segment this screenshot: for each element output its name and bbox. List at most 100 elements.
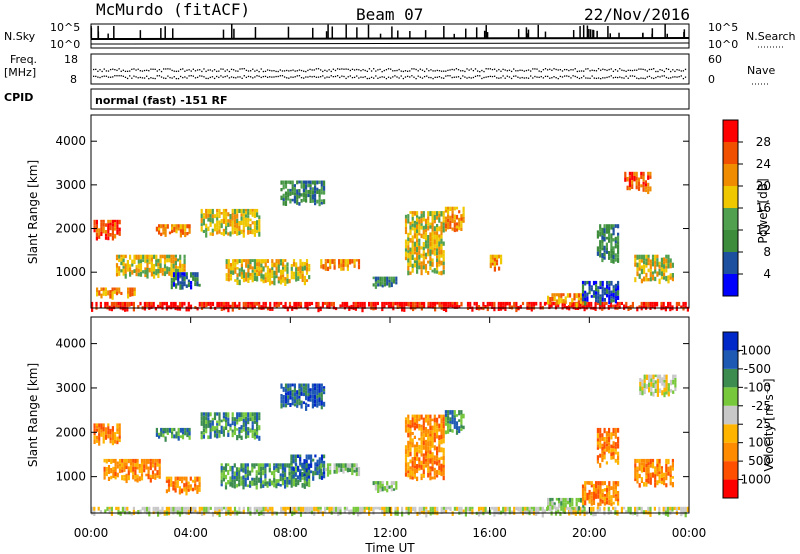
echo-cell <box>493 261 496 267</box>
colorbar-segment <box>723 461 738 480</box>
echo-cell <box>442 219 445 223</box>
echo-cell <box>155 262 158 267</box>
echo-cell <box>645 467 648 473</box>
echo-cell <box>592 511 595 517</box>
echo-cell <box>240 417 243 421</box>
echo-cell <box>247 217 250 223</box>
echo-cell <box>179 224 182 230</box>
echo-cell <box>643 254 646 261</box>
echo-cell <box>649 259 652 264</box>
echo-cell <box>111 219 114 224</box>
echo-cell <box>323 471 326 475</box>
echo-cell <box>183 483 186 488</box>
echo-cell <box>253 415 256 421</box>
nave-dot <box>644 77 646 80</box>
echo-cell <box>442 229 445 233</box>
echo-cell <box>305 271 309 275</box>
echo-cell <box>107 465 111 470</box>
echo-cell <box>222 231 225 237</box>
echo-cell <box>429 458 432 464</box>
echo-cell <box>222 208 225 214</box>
echo-cell <box>187 506 190 510</box>
echo-cell <box>307 193 310 198</box>
echo-cell <box>663 257 666 262</box>
nsky-tick-top: 10^5 <box>50 21 80 34</box>
echo-cell <box>436 267 439 271</box>
echo-cell <box>284 305 287 309</box>
echo-cell <box>442 467 445 472</box>
echo-cell <box>132 306 135 312</box>
echo-cell <box>309 199 312 203</box>
echo-cell <box>163 254 167 260</box>
echo-cell <box>665 379 668 383</box>
echo-cell <box>610 258 613 263</box>
echo-cell <box>617 436 620 440</box>
echo-cell <box>236 228 239 232</box>
freq-dot <box>364 69 366 72</box>
echo-cell <box>330 301 333 307</box>
echo-cell <box>433 239 436 245</box>
echo-cell <box>103 476 106 480</box>
echo-cell <box>597 494 600 499</box>
echo-cell <box>130 301 133 306</box>
echo-region <box>444 410 465 435</box>
freq-dot <box>587 68 589 70</box>
echo-cell <box>160 431 163 437</box>
freq-dot <box>638 68 640 70</box>
echo-cell <box>286 262 289 267</box>
echo-cell <box>107 434 110 439</box>
echo-cell <box>601 293 604 298</box>
echo-cell <box>420 246 423 250</box>
echo-cell <box>227 412 230 418</box>
echo-cell <box>314 193 317 198</box>
echo-cell <box>305 262 309 267</box>
echo-cell <box>318 469 321 474</box>
echo-cell <box>112 466 115 470</box>
echo-cell <box>124 301 127 307</box>
echo-cell <box>438 226 441 232</box>
echo-cell <box>489 254 492 259</box>
echo-cell <box>416 255 419 261</box>
echo-cell <box>404 248 408 252</box>
freq-dot <box>118 68 120 70</box>
echo-cell <box>247 301 250 305</box>
echo-cell <box>614 458 617 463</box>
echo-cell <box>486 301 489 307</box>
echo-cell <box>558 497 561 501</box>
echo-cell <box>288 468 291 472</box>
echo-cell <box>641 382 644 387</box>
nave-dot <box>328 76 330 78</box>
echo-cell <box>436 216 439 220</box>
echo-cell <box>305 395 308 401</box>
echo-cell <box>422 425 425 431</box>
echo-cell <box>173 226 176 233</box>
echo-cell <box>244 211 248 215</box>
echo-cell <box>288 301 292 305</box>
echo-cell <box>251 272 254 279</box>
freq-dot <box>122 69 124 71</box>
echo-cell <box>444 430 447 435</box>
echo-cell <box>299 506 303 512</box>
echo-cell <box>411 268 414 273</box>
time-axis: 00:00 04:00 08:00 12:00 16:00 20:00 00:00 <box>74 317 706 540</box>
freq-dot <box>148 70 150 72</box>
echo-cell <box>372 276 375 280</box>
echo-cell <box>617 427 620 433</box>
echo-cell <box>124 254 127 259</box>
echo-cell <box>218 512 221 518</box>
echo-cell <box>629 506 632 510</box>
echo-cell <box>104 305 107 309</box>
echo-cell <box>314 454 317 458</box>
echo-cell <box>167 483 171 487</box>
echo-cell <box>253 432 256 437</box>
echo-cell <box>353 463 356 468</box>
echo-cell <box>247 506 250 512</box>
echo-cell <box>196 277 199 282</box>
echo-cell <box>608 280 611 284</box>
echo-cell <box>658 458 661 464</box>
echo-cell <box>220 475 223 480</box>
echo-cell <box>475 301 478 306</box>
echo-cell <box>390 276 393 283</box>
freq-dot <box>572 69 574 71</box>
echo-cell <box>295 305 298 310</box>
